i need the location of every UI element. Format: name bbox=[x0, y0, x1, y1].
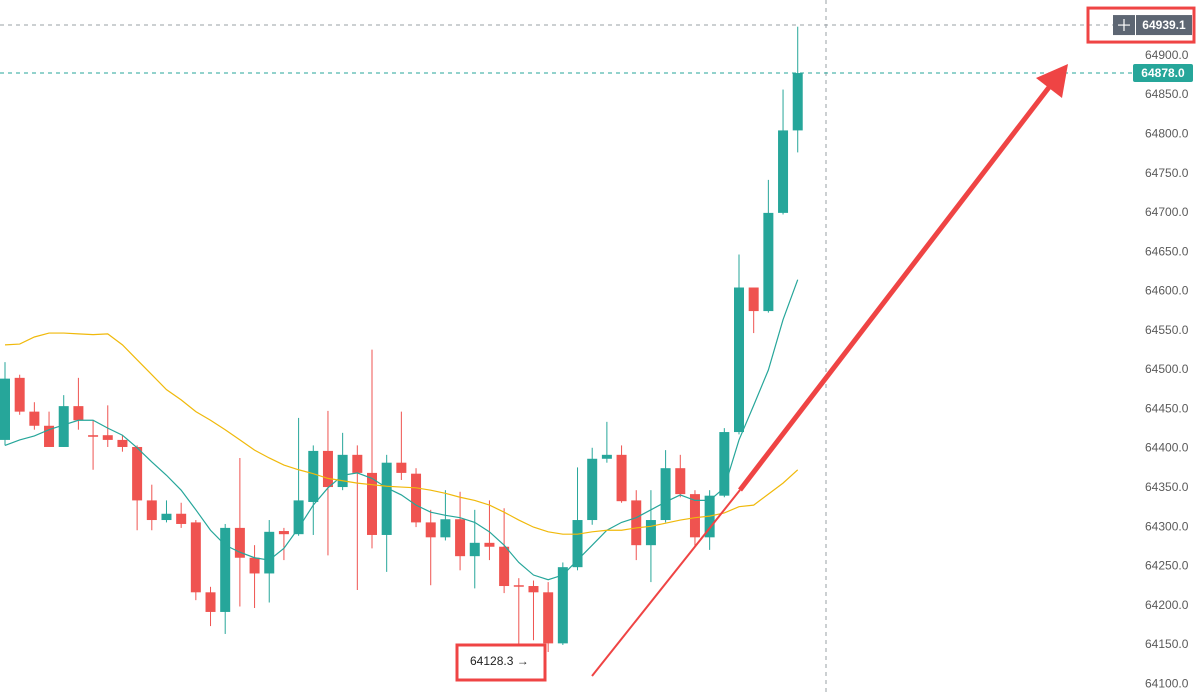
crosshair-price-label: 64939.1 bbox=[1142, 18, 1186, 32]
candle-body bbox=[763, 212, 774, 312]
y-tick-label: 64650.0 bbox=[1145, 244, 1189, 258]
candle-body bbox=[631, 500, 642, 546]
y-tick-label: 64600.0 bbox=[1145, 284, 1189, 298]
candle-body bbox=[616, 454, 627, 502]
y-tick-label: 64200.0 bbox=[1145, 598, 1189, 612]
candle-body bbox=[234, 527, 245, 558]
candle-body bbox=[249, 557, 260, 574]
candle-body bbox=[675, 468, 686, 495]
candle-body bbox=[425, 522, 436, 538]
candle-body bbox=[543, 592, 554, 644]
candle-body bbox=[660, 468, 671, 521]
candle-body bbox=[557, 567, 568, 644]
candle-body bbox=[176, 513, 187, 524]
candle-body bbox=[499, 546, 510, 587]
candle-body bbox=[322, 450, 333, 488]
candle-body bbox=[528, 586, 539, 593]
candle-body bbox=[645, 520, 656, 546]
grid-layer: 64100.0 64150.0 64200.0 64250.0 64300.0 64350… bbox=[1145, 48, 1189, 690]
moving-average-line bbox=[4, 332, 799, 535]
candle-body bbox=[132, 446, 143, 501]
y-tick-label: 64800.0 bbox=[1145, 127, 1189, 141]
candle-body bbox=[778, 130, 789, 213]
arrow-head bbox=[1036, 64, 1068, 98]
candle-body bbox=[29, 411, 40, 426]
candle-body bbox=[293, 500, 304, 535]
last-price-label: 64878.0 bbox=[1141, 66, 1185, 80]
y-tick-label: 64350.0 bbox=[1145, 480, 1189, 494]
candle-body bbox=[88, 435, 99, 437]
y-tick-label: 64850.0 bbox=[1145, 87, 1189, 101]
marks-layer bbox=[0, 26, 803, 662]
y-tick-label: 64550.0 bbox=[1145, 323, 1189, 337]
candle-body bbox=[513, 585, 524, 587]
candle-body bbox=[190, 522, 201, 593]
candle-body bbox=[601, 454, 612, 459]
candle-body bbox=[205, 592, 216, 612]
candle-body bbox=[117, 439, 128, 447]
y-tick-label: 64500.0 bbox=[1145, 362, 1189, 376]
candle-body bbox=[455, 519, 466, 557]
candle-body bbox=[102, 435, 113, 440]
low-marker-label: 64128.3 → bbox=[470, 654, 529, 668]
candle-body bbox=[396, 462, 407, 473]
candle-body bbox=[73, 406, 84, 421]
y-tick-label: 64250.0 bbox=[1145, 559, 1189, 573]
moving-average-line bbox=[4, 279, 799, 581]
candle-body bbox=[484, 542, 495, 547]
candle-body bbox=[308, 450, 319, 502]
candle-body bbox=[264, 531, 275, 574]
y-tick-label: 64150.0 bbox=[1145, 637, 1189, 651]
last-price-tag bbox=[1133, 64, 1193, 83]
annotation-layer: 64939.1 64878.0 64128.3 → bbox=[0, 6, 1196, 682]
candle-body bbox=[0, 378, 10, 440]
y-tick-label: 64700.0 bbox=[1145, 205, 1189, 219]
highlight-box bbox=[1086, 6, 1196, 44]
y-tick-label: 64100.0 bbox=[1145, 676, 1189, 690]
low-marker-box bbox=[455, 643, 547, 682]
candle-body bbox=[161, 513, 172, 521]
candle-body bbox=[411, 473, 422, 523]
candle-body bbox=[381, 462, 392, 535]
candle-body bbox=[748, 287, 759, 312]
candle-body bbox=[220, 527, 231, 612]
candle-body bbox=[278, 531, 289, 535]
candle-body bbox=[352, 454, 363, 473]
candle-body bbox=[14, 377, 25, 412]
candle-body bbox=[792, 73, 803, 131]
y-tick-label: 64300.0 bbox=[1145, 519, 1189, 533]
candle-body bbox=[689, 494, 700, 538]
candle-body bbox=[572, 520, 583, 568]
y-tick-label: 64900.0 bbox=[1145, 48, 1189, 62]
y-tick-label: 64450.0 bbox=[1145, 401, 1189, 415]
y-tick-label: 64750.0 bbox=[1145, 166, 1189, 180]
candle-body bbox=[367, 472, 377, 535]
arrow-tail bbox=[591, 489, 741, 677]
candle-body bbox=[44, 425, 55, 447]
arrow-shaft bbox=[738, 84, 1052, 492]
y-tick-label: 64400.0 bbox=[1145, 441, 1189, 455]
candle-body bbox=[58, 406, 69, 447]
candle-body bbox=[337, 454, 348, 488]
candle-body bbox=[719, 432, 730, 496]
crosshair-price-tag bbox=[1136, 15, 1192, 36]
candle-body bbox=[587, 458, 598, 521]
crosshair-plus-icon bbox=[1118, 19, 1130, 32]
candle-body bbox=[734, 287, 744, 433]
candle-body bbox=[146, 500, 157, 521]
candle-body bbox=[440, 519, 451, 538]
candle-body bbox=[469, 542, 480, 557]
